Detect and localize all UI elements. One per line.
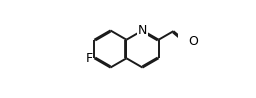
Text: F: F	[85, 52, 92, 65]
Text: N: N	[138, 24, 147, 37]
Text: O: O	[188, 35, 198, 48]
